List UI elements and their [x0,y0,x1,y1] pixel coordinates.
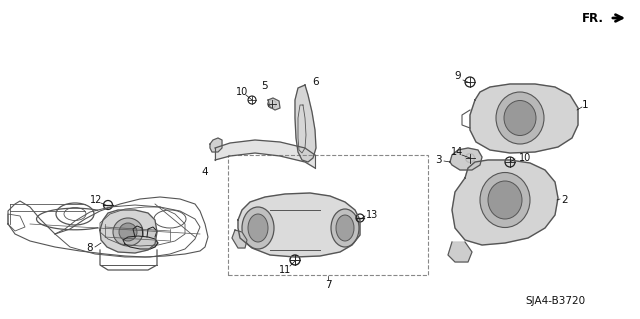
Bar [228,155,428,275]
Polygon shape [123,236,158,249]
Text: 5: 5 [262,81,268,91]
Text: 10: 10 [236,87,248,97]
Polygon shape [238,193,360,257]
Ellipse shape [480,173,530,227]
Ellipse shape [242,207,274,249]
Text: 12: 12 [90,195,102,205]
Text: FR.: FR. [582,11,604,25]
Text: SJA4-B3720: SJA4-B3720 [525,296,586,307]
Polygon shape [147,227,157,237]
Text: 13: 13 [366,210,378,220]
Polygon shape [100,210,157,253]
Ellipse shape [496,92,544,144]
Polygon shape [210,138,222,152]
Text: 2: 2 [562,195,568,205]
Text: 10: 10 [519,153,531,163]
Text: 9: 9 [454,71,461,81]
Ellipse shape [119,223,137,241]
Ellipse shape [248,214,268,242]
Polygon shape [448,242,472,262]
Polygon shape [232,230,247,248]
Text: 14: 14 [451,147,463,157]
Text: 7: 7 [324,280,332,290]
Text: 8: 8 [86,243,93,253]
Polygon shape [452,160,558,245]
Polygon shape [215,140,315,168]
Ellipse shape [113,218,143,246]
Ellipse shape [331,209,359,247]
Text: 1: 1 [582,100,588,110]
Text: 6: 6 [313,77,319,87]
Polygon shape [295,85,316,162]
Ellipse shape [488,181,522,219]
Polygon shape [470,84,578,153]
Text: 4: 4 [202,167,208,177]
Polygon shape [133,226,143,237]
Text: 3: 3 [435,155,442,165]
Polygon shape [450,148,482,170]
Text: 11: 11 [279,265,291,275]
Ellipse shape [336,215,354,241]
Ellipse shape [504,100,536,136]
Polygon shape [268,98,280,110]
